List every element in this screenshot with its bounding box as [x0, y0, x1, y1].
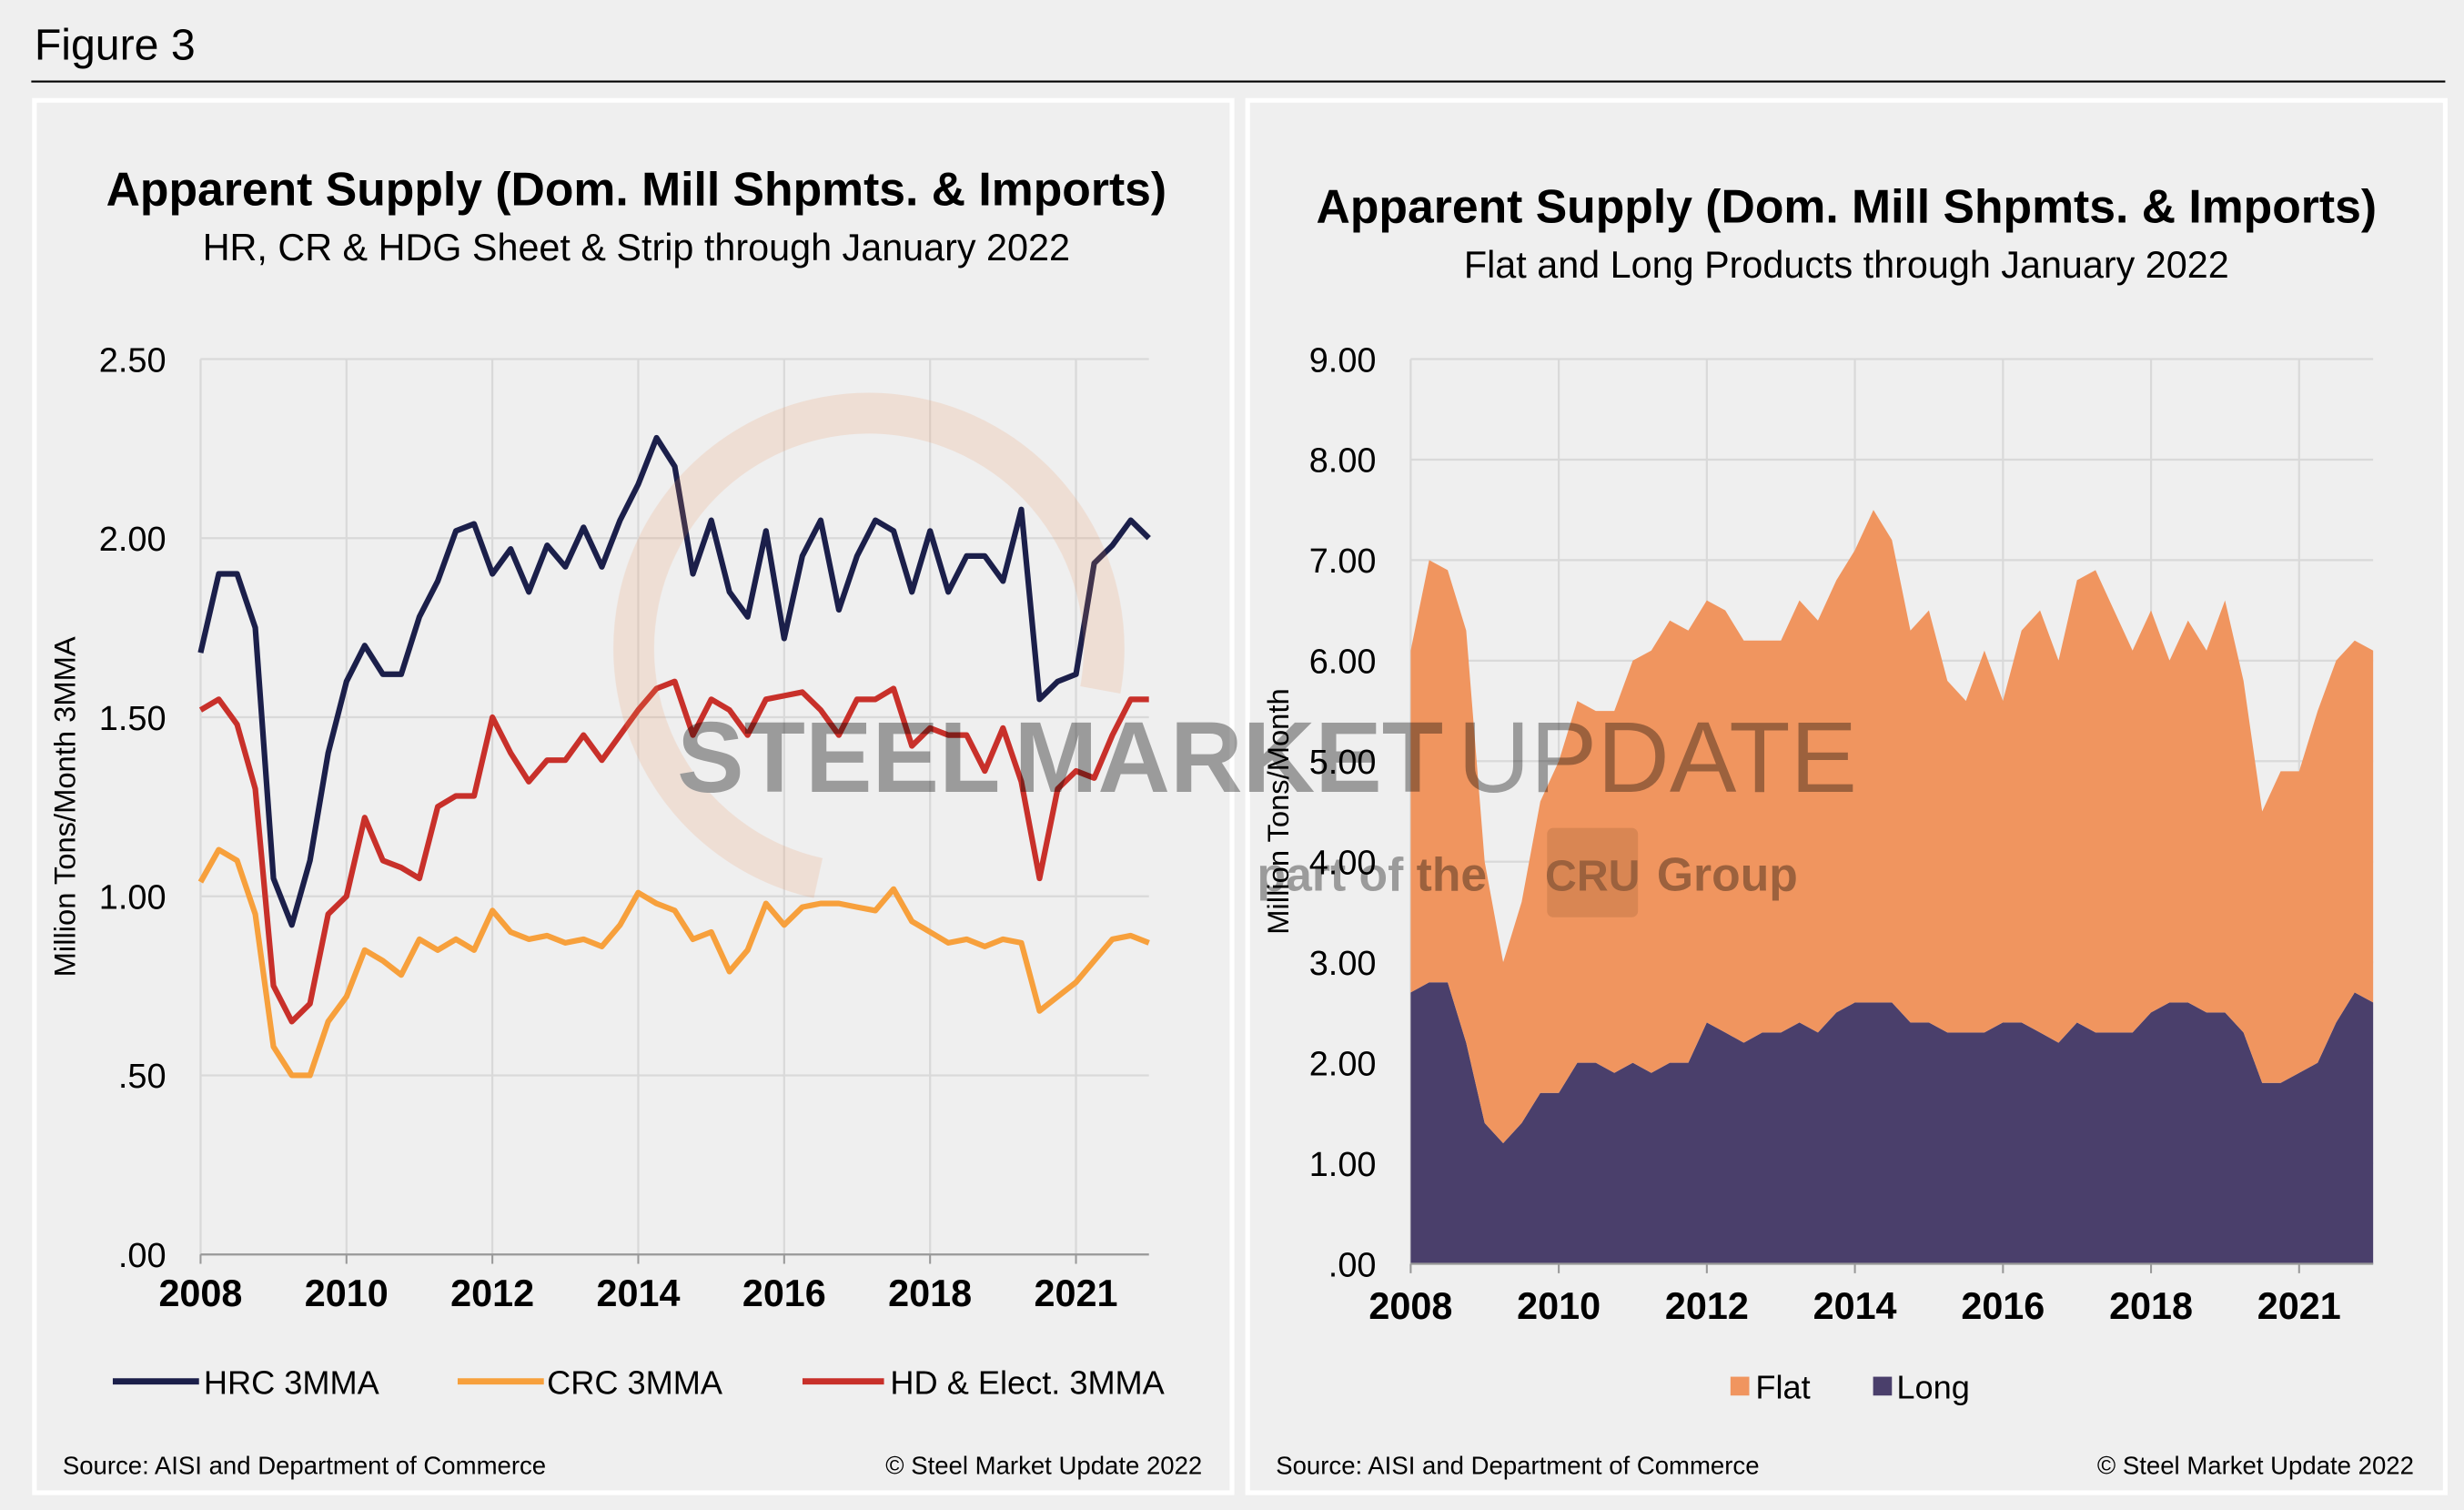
watermark-arc — [613, 392, 1125, 898]
legend-label: HRC 3MMA — [204, 1364, 380, 1402]
legend-label: CRC 3MMA — [547, 1364, 723, 1402]
watermark-word: UPDATE — [1458, 702, 1857, 814]
y-tick-label: 2.00 — [1309, 1045, 1377, 1083]
watermark-group: Group — [1657, 848, 1798, 901]
y-tick-label: 3.00 — [1309, 945, 1377, 983]
x-tick-label: 2012 — [450, 1272, 534, 1314]
chart-title: Apparent Supply (Dom. Mill Shpmts. & Imp… — [1317, 180, 2378, 233]
y-tick-label: .00 — [1328, 1246, 1377, 1284]
y-tick-label: .00 — [118, 1237, 167, 1275]
chart-subtitle: HR, CR & HDG Sheet & Strip through Janua… — [203, 227, 1070, 269]
y-tick-label: 4.00 — [1309, 845, 1377, 883]
y-tick-label: 6.00 — [1309, 644, 1377, 682]
y-tick-label: 2.50 — [99, 341, 167, 380]
legend-swatch — [1730, 1376, 1750, 1396]
x-tick-label: 2008 — [1368, 1285, 1452, 1327]
watermark: STEEL MARKET UPDATE part of the CRU Grou… — [613, 392, 1857, 917]
area — [1410, 510, 2374, 1144]
y-tick-label: 7.00 — [1309, 542, 1377, 581]
y-tick-label: .50 — [118, 1058, 167, 1096]
credit-note: © Steel Market Update 2022 — [2097, 1451, 2414, 1479]
x-tick-label: 2021 — [2257, 1285, 2341, 1327]
y-axis-label: Million Tons/Month — [1261, 688, 1295, 934]
watermark-word: STEEL — [677, 702, 1000, 814]
legend-label: Long — [1896, 1369, 1969, 1406]
x-tick-label: 2014 — [597, 1272, 681, 1314]
watermark-tagline: part of the — [1257, 848, 1488, 901]
legend-label: Flat — [1755, 1369, 1810, 1406]
x-tick-label: 2018 — [888, 1272, 972, 1314]
y-tick-label: 1.50 — [99, 700, 167, 738]
y-tick-label: 2.00 — [99, 521, 167, 559]
source-note: Source: AISI and Department of Commerce — [1276, 1451, 1759, 1479]
plots: Apparent Supply (Dom. Mill Shpmts. & Imp… — [48, 163, 2414, 1480]
credit-note: © Steel Market Update 2022 — [885, 1451, 1202, 1479]
watermark-word: MARKET — [1015, 702, 1444, 814]
x-tick-label: 2010 — [305, 1272, 389, 1314]
x-tick-label: 2014 — [1813, 1285, 1897, 1327]
legend-swatch — [1873, 1376, 1893, 1396]
chart-title: Apparent Supply (Dom. Mill Shpmts. & Imp… — [106, 163, 1167, 216]
x-tick-label: 2016 — [742, 1272, 826, 1314]
watermark-logo-box — [1547, 827, 1639, 917]
y-tick-label: 9.00 — [1309, 341, 1377, 380]
source-note: Source: AISI and Department of Commerce — [63, 1451, 546, 1479]
x-tick-label: 2010 — [1517, 1285, 1601, 1327]
y-tick-label: 1.00 — [99, 879, 167, 917]
y-tick-label: 8.00 — [1309, 442, 1377, 481]
line — [198, 678, 1149, 1025]
x-tick-label: 2018 — [2109, 1285, 2193, 1327]
panel — [32, 97, 1235, 1495]
watermark-logo: CRU — [1545, 852, 1640, 901]
line — [197, 846, 1150, 1079]
chart-subtitle: Flat and Long Products through January 2… — [1464, 244, 2229, 286]
x-tick-label: 2016 — [1961, 1285, 2045, 1327]
figure-title: Figure 3 — [35, 20, 196, 69]
x-tick-label: 2012 — [1665, 1285, 1749, 1327]
x-tick-label: 2008 — [158, 1272, 242, 1314]
legend-label: HD & Elect. 3MMA — [890, 1364, 1165, 1402]
area — [1410, 982, 2374, 1264]
x-tick-label: 2021 — [1035, 1272, 1118, 1314]
y-tick-label: 1.00 — [1309, 1146, 1377, 1184]
line — [197, 434, 1151, 928]
y-tick-label: 5.00 — [1309, 744, 1377, 782]
y-axis-label: Million Tons/Month 3MMA — [48, 636, 82, 977]
